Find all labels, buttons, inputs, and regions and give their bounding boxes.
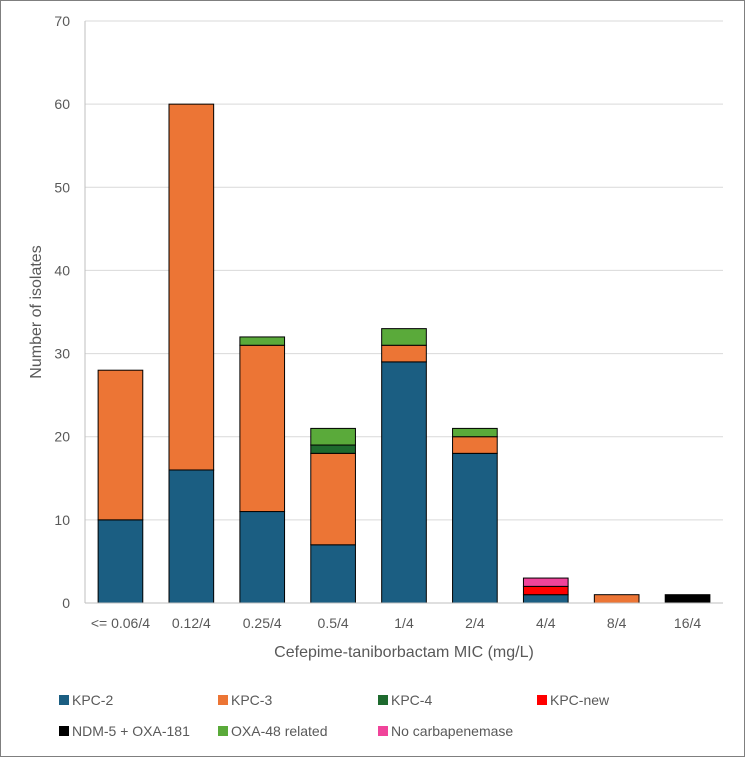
bar-segment-kpc-new bbox=[522, 585, 569, 596]
legend-label: OXA-48 related bbox=[231, 723, 328, 739]
x-tick-label: 0.25/4 bbox=[243, 615, 282, 631]
bar-segment-kpc-2 bbox=[239, 511, 286, 604]
legend-item: KPC-3 bbox=[218, 692, 272, 708]
x-tick-label: 4/4 bbox=[536, 615, 556, 631]
bar-segment-kpc-2 bbox=[452, 452, 498, 604]
x-tick-label: 0.12/4 bbox=[172, 615, 211, 631]
x-axis-title: Cefepime-taniborbactam MIC (mg/L) bbox=[274, 644, 534, 661]
bar-segment-kpc-3 bbox=[168, 103, 215, 471]
bar-segment-kpc-3 bbox=[452, 436, 498, 454]
bar-segment-kpc-3 bbox=[97, 369, 144, 521]
bar-segment-kpc-4 bbox=[310, 444, 356, 454]
bar-segment-no-carbapenemase bbox=[522, 577, 569, 587]
bar-segment-ndm-5-oxa-181 bbox=[664, 594, 711, 604]
legend-label: No carbapenemase bbox=[391, 723, 513, 739]
y-tick-label: 0 bbox=[62, 595, 70, 611]
y-tick-label: 70 bbox=[54, 13, 70, 29]
legend-swatch bbox=[59, 695, 69, 705]
x-tick-label: 2/4 bbox=[465, 615, 485, 631]
legend-swatch bbox=[218, 726, 228, 736]
legend-item: OXA-48 related bbox=[218, 723, 328, 739]
legend-label: NDM-5 + OXA-181 bbox=[72, 723, 190, 739]
bars bbox=[97, 103, 711, 604]
y-tick-label: 40 bbox=[54, 262, 70, 278]
y-tick-label: 50 bbox=[54, 179, 70, 195]
x-tick-label: <= 0.06/4 bbox=[91, 615, 150, 631]
legend-swatch bbox=[218, 695, 228, 705]
legend-label: KPC-3 bbox=[231, 692, 272, 708]
x-tick-label: 0.5/4 bbox=[318, 615, 349, 631]
bar-segment-kpc-2 bbox=[522, 594, 569, 604]
bar-segment-kpc-2 bbox=[168, 469, 215, 604]
x-tick-label: 8/4 bbox=[607, 615, 627, 631]
y-axis-title: Number of isolates bbox=[28, 245, 45, 378]
legend-swatch bbox=[59, 726, 69, 736]
legend-swatch bbox=[537, 695, 547, 705]
legend-label: KPC-2 bbox=[72, 692, 113, 708]
bar-segment-kpc-3 bbox=[310, 452, 356, 546]
bar-segment-kpc-2 bbox=[310, 544, 356, 604]
bar-segment-oxa-48-related bbox=[310, 427, 356, 446]
legend-item: No carbapenemase bbox=[378, 723, 513, 739]
legend-item: KPC-new bbox=[537, 692, 610, 708]
bar-segment-kpc-2 bbox=[381, 361, 427, 604]
bar-segment-kpc-3 bbox=[381, 344, 427, 363]
bar-segment-oxa-48-related bbox=[452, 427, 498, 438]
y-tick-label: 10 bbox=[54, 512, 70, 528]
legend-swatch bbox=[378, 695, 388, 705]
bar-segment-kpc-3 bbox=[239, 344, 286, 513]
legend-swatch bbox=[378, 726, 388, 736]
legend: KPC-2 KPC-3 KPC-4 KPC-new NDM-5 + OXA-181 OXA… bbox=[59, 692, 610, 739]
legend-item: NDM-5 + OXA-181 bbox=[59, 723, 190, 739]
x-tick-labels: <= 0.06/4 0.12/4 0.25/4 0.5/4 1/4 2/4 4/4 8/4 16… bbox=[91, 615, 702, 631]
y-tick-label: 60 bbox=[54, 96, 70, 112]
x-tick-label: 1/4 bbox=[394, 615, 414, 631]
legend-label: KPC-4 bbox=[391, 692, 432, 708]
x-tick-label: 16/4 bbox=[674, 615, 701, 631]
y-tick-label: 30 bbox=[54, 346, 70, 362]
bar-segment-kpc-2 bbox=[97, 519, 144, 604]
legend-item: KPC-2 bbox=[59, 692, 113, 708]
y-tick-labels: 0 10 20 30 40 50 60 70 bbox=[54, 13, 70, 611]
legend-label: KPC-new bbox=[550, 692, 610, 708]
y-tick-label: 20 bbox=[54, 429, 70, 445]
bar-segment-kpc-3 bbox=[593, 594, 640, 604]
bar-segment-oxa-48-related bbox=[239, 336, 286, 346]
legend-item: KPC-4 bbox=[378, 692, 432, 708]
bar-segment-oxa-48-related bbox=[381, 328, 427, 346]
